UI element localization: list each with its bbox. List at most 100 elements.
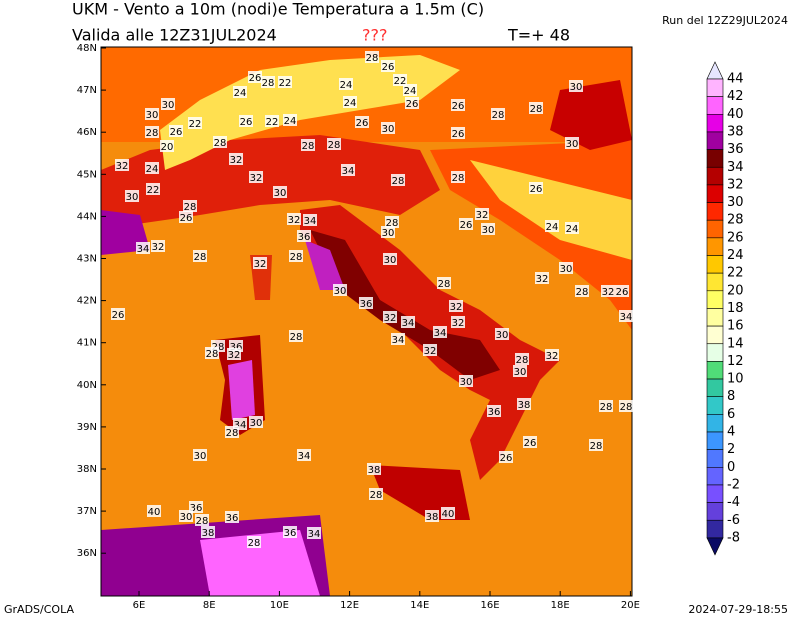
lat-label: 40N xyxy=(77,380,97,391)
contour-label: 22 xyxy=(189,119,202,130)
contour-label: 26 xyxy=(524,438,537,449)
contour-label: 28 xyxy=(302,141,315,152)
contour-label-box xyxy=(183,200,197,212)
contour-label-box xyxy=(491,108,505,120)
contour-label: 26 xyxy=(382,62,395,73)
contour-label: 30 xyxy=(194,451,207,462)
contour-label-box xyxy=(327,138,341,150)
contour-label: 30 xyxy=(570,82,583,93)
colorbar-label: 16 xyxy=(727,319,744,334)
contour-label: 36 xyxy=(488,407,501,418)
contour-label-box xyxy=(481,223,495,235)
contour-label-box xyxy=(569,80,583,92)
colorbar-label: 34 xyxy=(727,160,744,175)
contour-label-box xyxy=(615,285,629,297)
contour-label-box xyxy=(403,84,417,96)
contour-label: 28 xyxy=(146,128,159,139)
contour-label: 26 xyxy=(452,129,465,140)
contour-label: 30 xyxy=(460,377,473,388)
title: UKM - Vento a 10m (nodi)e Temperatura a … xyxy=(72,0,484,19)
contour-label-box xyxy=(451,171,465,183)
contour-label: 30 xyxy=(180,512,193,523)
contour-label: 36 xyxy=(360,299,373,310)
contour-label: 36 xyxy=(298,232,311,243)
contour-label: 32 xyxy=(536,274,549,285)
contour-label-box xyxy=(545,349,559,361)
contour-label-box xyxy=(367,463,381,475)
colorbar-label: 38 xyxy=(727,124,744,139)
contour-label-box xyxy=(261,76,275,88)
lon-label: 6E xyxy=(133,600,146,611)
contour-label-box xyxy=(475,208,489,220)
lon-label: 12E xyxy=(340,600,359,611)
contour-label-box xyxy=(297,230,311,242)
contour-label: 28 xyxy=(328,140,341,151)
contour-label: 30 xyxy=(560,264,573,275)
contour-label-box xyxy=(487,405,501,417)
contour-label: 34 xyxy=(298,451,311,462)
contour-label: 32 xyxy=(230,155,243,166)
contour-label-box xyxy=(253,257,267,269)
forecast-step: T=+ 48 xyxy=(507,26,570,45)
contour-label: 40 xyxy=(148,507,161,518)
contour-label-box xyxy=(179,211,193,223)
contour-label: 28 xyxy=(366,53,379,64)
contour-label: 32 xyxy=(476,210,489,221)
contour-label-box xyxy=(433,326,447,338)
contour-label: 32 xyxy=(152,242,165,253)
contour-label-box xyxy=(145,126,159,138)
contour-label-box xyxy=(145,108,159,120)
contour-label-box xyxy=(441,507,455,519)
lat-label: 42N xyxy=(77,296,97,307)
contour-label: 30 xyxy=(514,367,527,378)
contour-label: 36 xyxy=(284,528,297,539)
colorbar-label: 12 xyxy=(727,354,744,369)
contour-label: 28 xyxy=(438,279,451,290)
contour-label-box xyxy=(297,449,311,461)
contour-label: 26 xyxy=(460,220,473,231)
lat-label: 44N xyxy=(77,211,97,222)
colorbar-box xyxy=(706,396,724,415)
contour-label-box xyxy=(495,328,509,340)
colorbar-box xyxy=(706,414,724,433)
contour-label: 28 xyxy=(290,252,303,263)
contour-label-box xyxy=(193,449,207,461)
contour-label-box xyxy=(385,216,399,228)
contour-label: 30 xyxy=(496,330,509,341)
colorbar-box xyxy=(706,308,724,327)
contour-label-box xyxy=(559,262,573,274)
contour-label: 30 xyxy=(250,418,263,429)
contour-label-box xyxy=(146,183,160,195)
contour-label-box xyxy=(115,159,129,171)
contour-label: 30 xyxy=(126,192,139,203)
contour-label-box xyxy=(248,71,262,83)
contour-label-box xyxy=(619,400,633,412)
contour-label: 24 xyxy=(284,116,297,127)
colorbar-label: 2 xyxy=(727,442,735,457)
contour-label-box xyxy=(589,439,603,451)
contour-label-box xyxy=(213,136,227,148)
colorbar-box xyxy=(706,184,724,203)
contour-label-box xyxy=(459,218,473,230)
contour-label-box xyxy=(523,436,537,448)
colorbar-label: 32 xyxy=(727,177,744,192)
contour-label: 26 xyxy=(406,99,419,110)
contour-label: 28 xyxy=(392,176,405,187)
contour-label-box xyxy=(136,242,150,254)
contour-label-box xyxy=(205,347,219,359)
lat-label: 41N xyxy=(77,338,97,349)
flag: ??? xyxy=(362,26,387,45)
contour-label: 34 xyxy=(342,166,355,177)
contour-label-box xyxy=(283,526,297,538)
contour-label: 34 xyxy=(234,420,247,431)
contour-label: 28 xyxy=(386,218,399,229)
footer-right: 2024-07-29-18:55 xyxy=(688,603,788,616)
contour-label: 32 xyxy=(452,318,465,329)
colorbar-label: 40 xyxy=(727,107,744,122)
contour-label: 30 xyxy=(566,139,579,150)
contour-label-box xyxy=(249,171,263,183)
contour-label-box xyxy=(449,300,463,312)
contour-label-box xyxy=(145,162,159,174)
lon-label: 14E xyxy=(410,600,429,611)
